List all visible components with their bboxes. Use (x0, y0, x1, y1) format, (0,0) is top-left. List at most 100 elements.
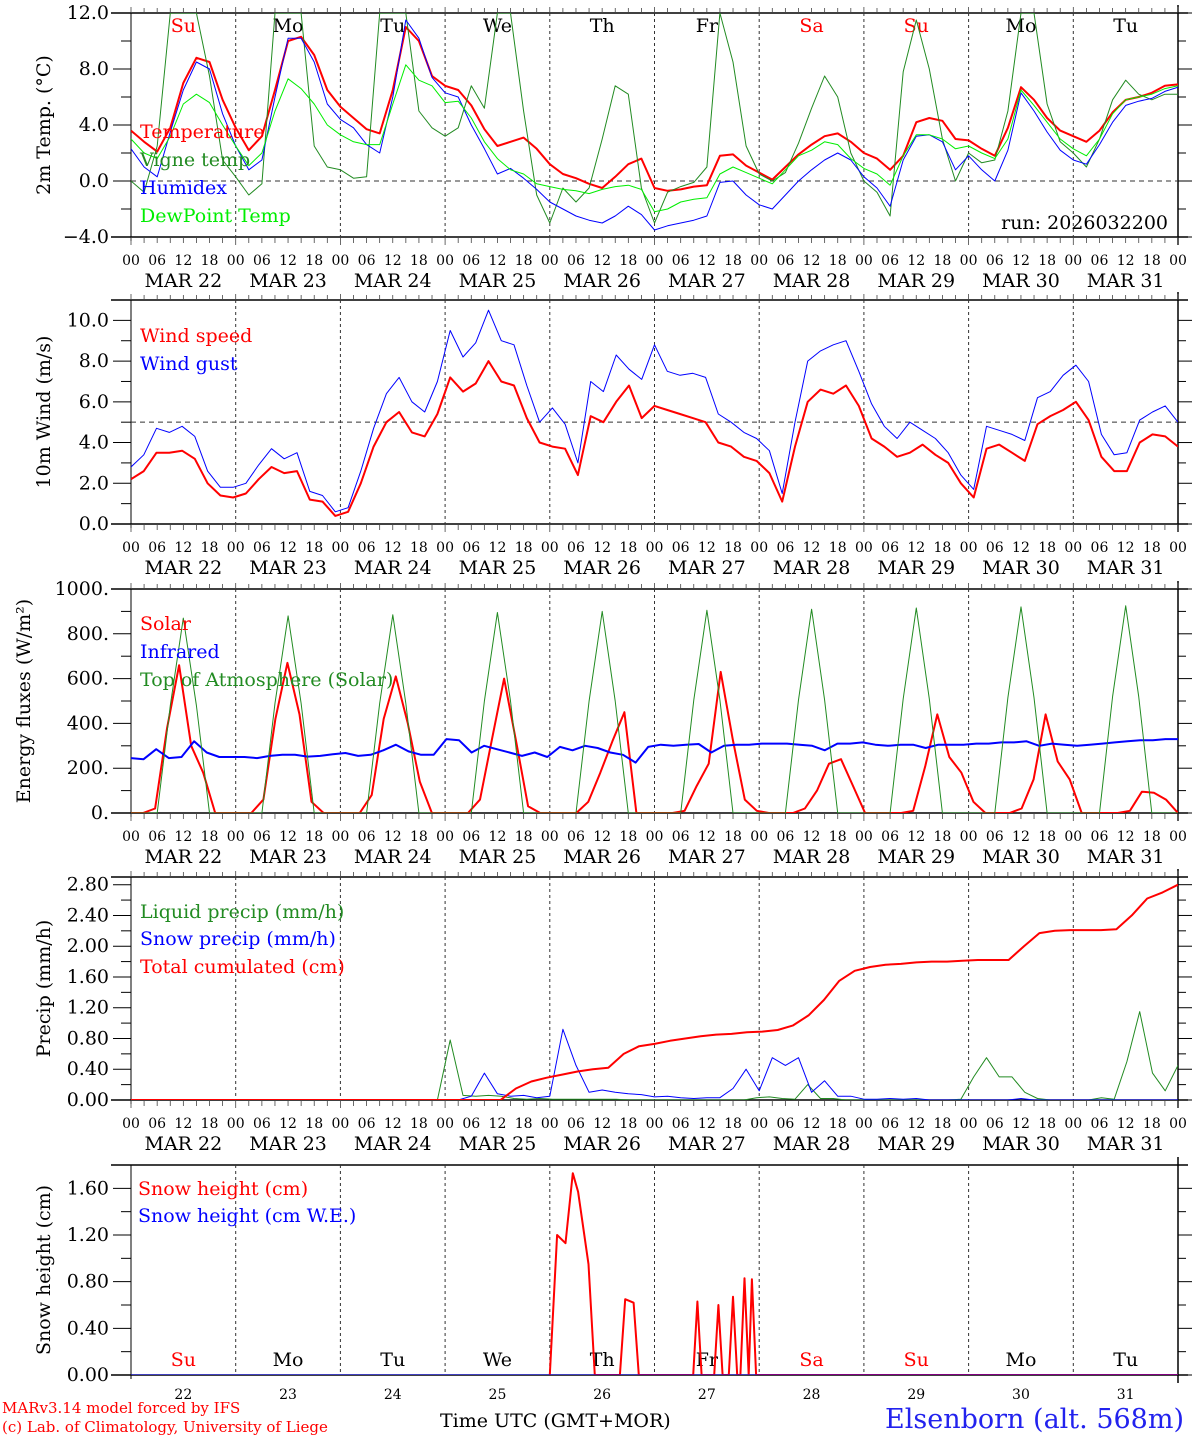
hour-tick-label: 00 (960, 253, 978, 269)
y-tick-label: 0.0 (79, 513, 109, 535)
run-annotation: run: 2026032200 (1001, 212, 1168, 234)
hour-tick-label: 12 (907, 540, 925, 556)
date-label: MAR 31 (1087, 270, 1165, 292)
hour-tick-label: 00 (436, 829, 454, 845)
hour-tick-label: 12 (279, 829, 297, 845)
hour-tick-label: 12 (803, 540, 821, 556)
hour-tick-label: 12 (1012, 829, 1030, 845)
hour-tick-label: 18 (1143, 540, 1161, 556)
date-label: MAR 24 (354, 1133, 432, 1155)
panel-5: 0.00 0.40 0.80 1.20 1.60 Snow height (cm) 22 23… (33, 1157, 1192, 1403)
hour-tick-label: 06 (358, 1116, 376, 1132)
hour-tick-label: 00 (750, 540, 768, 556)
hour-tick-label: 00 (855, 1116, 873, 1132)
date-label: MAR 25 (459, 270, 537, 292)
legend-entry: Snow height (cm) (138, 1178, 308, 1200)
date-label: MAR 29 (877, 557, 955, 579)
hour-tick-label: 12 (279, 540, 297, 556)
hour-tick-label: 18 (1038, 1116, 1056, 1132)
date-label: MAR 22 (144, 270, 222, 292)
hour-tick-label: 12 (384, 253, 402, 269)
y-tick-label: 2.00 (67, 935, 109, 957)
y-tick-label: 1.20 (67, 997, 109, 1019)
date-label: MAR 31 (1087, 846, 1165, 868)
day-number-label: 27 (698, 1387, 716, 1403)
hour-tick-label: 18 (724, 253, 742, 269)
hour-tick-label: 06 (567, 1116, 585, 1132)
weekday-label: Tu (1113, 15, 1138, 37)
hour-tick-label: 18 (1143, 829, 1161, 845)
hour-tick-label: 18 (305, 829, 323, 845)
legend-entry: Vigne temp (139, 149, 250, 171)
weekday-label: Su (904, 1349, 929, 1371)
hour-tick-label: 00 (541, 253, 559, 269)
y-tick-label: 2.40 (67, 904, 109, 926)
hour-tick-label: 18 (619, 829, 637, 845)
y-tick-label: 12.0 (67, 2, 109, 24)
legend-entry: Snow precip (mm/h) (140, 928, 336, 950)
date-label: MAR 30 (982, 846, 1060, 868)
hour-tick-label: 00 (122, 540, 140, 556)
hour-tick-label: 18 (829, 253, 847, 269)
hour-tick-label: 06 (253, 829, 271, 845)
y-tick-label: 800. (67, 623, 109, 645)
y-tick-label: 6.0 (79, 391, 109, 413)
hour-tick-label: 18 (934, 540, 952, 556)
date-label: MAR 26 (563, 270, 641, 292)
hour-tick-label: 00 (855, 829, 873, 845)
hour-tick-label: 00 (960, 1116, 978, 1132)
hour-tick-label: 00 (1169, 540, 1187, 556)
weekday-label: Su (171, 1349, 196, 1371)
weekday-label: Su (904, 15, 929, 37)
hour-tick-label: 18 (515, 829, 533, 845)
hour-tick-label: 00 (227, 253, 245, 269)
y-tick-label: 8.0 (79, 350, 109, 372)
hour-tick-label: 06 (881, 253, 899, 269)
date-label: MAR 25 (459, 1133, 537, 1155)
date-label: MAR 28 (773, 557, 851, 579)
hour-tick-label: 00 (436, 540, 454, 556)
hour-tick-label: 06 (986, 829, 1004, 845)
weekday-label: Tu (1113, 1349, 1138, 1371)
hour-tick-label: 00 (541, 1116, 559, 1132)
hour-tick-label: 06 (881, 829, 899, 845)
hour-tick-label: 12 (174, 540, 192, 556)
hour-tick-label: 18 (201, 1116, 219, 1132)
hour-tick-label: 00 (750, 1116, 768, 1132)
station-title: Elsenborn (alt. 568m) (885, 1404, 1184, 1435)
hour-tick-label: 12 (174, 253, 192, 269)
hour-tick-label: 06 (358, 540, 376, 556)
y-tick-label: 0.80 (67, 1271, 109, 1293)
hour-tick-label: 06 (986, 540, 1004, 556)
hour-tick-label: 06 (148, 829, 166, 845)
legend-entry: Total cumulated (cm) (140, 956, 345, 978)
weekday-label: Sa (799, 1349, 823, 1371)
y-tick-label: 0. (91, 802, 109, 824)
panel-2: 0.0 2.0 4.0 6.0 8.0 10.0 10m Wind (m/s) 00 06 12 1… (33, 292, 1192, 579)
hour-tick-label: 00 (646, 1116, 664, 1132)
date-label: MAR 23 (249, 846, 327, 868)
date-label: MAR 30 (982, 270, 1060, 292)
hour-tick-label: 12 (279, 253, 297, 269)
hour-tick-label: 18 (934, 829, 952, 845)
panel-1: −4.00.04.08.012.02m Temp. (°C)00 06 12 18MA… (33, 2, 1192, 292)
hour-tick-label: 12 (1012, 1116, 1030, 1132)
date-label: MAR 27 (668, 846, 746, 868)
hour-tick-label: 18 (934, 1116, 952, 1132)
hour-tick-label: 12 (803, 253, 821, 269)
hour-tick-label: 18 (201, 540, 219, 556)
day-number-label: 30 (1012, 1387, 1030, 1403)
hour-tick-label: 06 (253, 253, 271, 269)
hour-tick-label: 18 (410, 253, 428, 269)
y-tick-label: 200. (67, 757, 109, 779)
series-line-snow-height-cm- (548, 1172, 1178, 1375)
day-number-label: 24 (384, 1387, 402, 1403)
hour-tick-label: 12 (489, 253, 507, 269)
y-tick-label: 0.40 (67, 1058, 109, 1080)
hour-tick-label: 18 (619, 540, 637, 556)
hour-tick-label: 12 (907, 829, 925, 845)
lab-credit: (c) Lab. of Climatology, University of L… (2, 1418, 328, 1436)
hour-tick-label: 18 (410, 829, 428, 845)
hour-tick-label: 06 (672, 829, 690, 845)
legend-entry: Infrared (140, 641, 220, 663)
